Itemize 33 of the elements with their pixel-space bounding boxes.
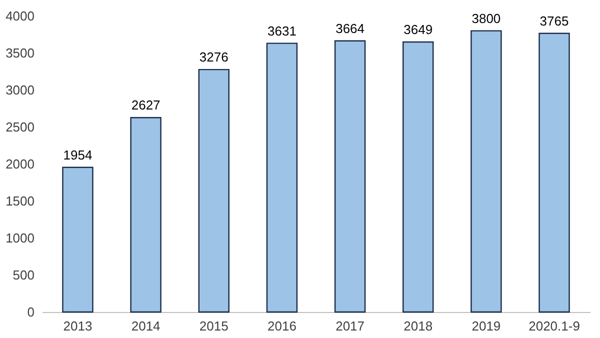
data-label: 2627 [131, 98, 160, 113]
y-tick-label: 3500 [6, 46, 34, 60]
bar [538, 32, 570, 313]
x-tick-label: 2018 [404, 318, 433, 334]
bar [266, 42, 298, 313]
x-tick-label: 2015 [199, 318, 228, 334]
data-label: 3765 [540, 13, 569, 28]
y-tick-label: 2000 [6, 156, 34, 172]
y-tick-label: 0 [27, 304, 34, 320]
bar [198, 68, 230, 313]
x-tick-label: 2019 [472, 318, 501, 334]
data-label: 1954 [63, 147, 92, 162]
x-tick-label: 2016 [268, 318, 296, 334]
bar [62, 166, 94, 313]
y-tick-label: 2500 [6, 120, 34, 134]
y-tick-label: 500 [12, 268, 34, 282]
x-tick-label: 2017 [336, 318, 364, 334]
y-tick-label: 1000 [6, 230, 34, 246]
data-label: 3800 [472, 10, 501, 26]
bar [470, 30, 502, 313]
y-tick-label: 1500 [6, 194, 34, 208]
data-label: 3649 [404, 22, 433, 37]
x-tick-label: 2013 [63, 318, 92, 334]
data-label: 3664 [336, 20, 364, 36]
y-tick-label: 3000 [6, 82, 34, 98]
bar [334, 40, 366, 313]
x-tick-label: 2014 [131, 318, 160, 334]
bar [402, 41, 434, 313]
bar [130, 117, 162, 313]
data-label: 3631 [268, 23, 296, 38]
x-tick-label: 2020.1-9 [528, 318, 580, 334]
y-tick-label: 4000 [6, 8, 34, 24]
data-label: 3276 [199, 50, 228, 65]
